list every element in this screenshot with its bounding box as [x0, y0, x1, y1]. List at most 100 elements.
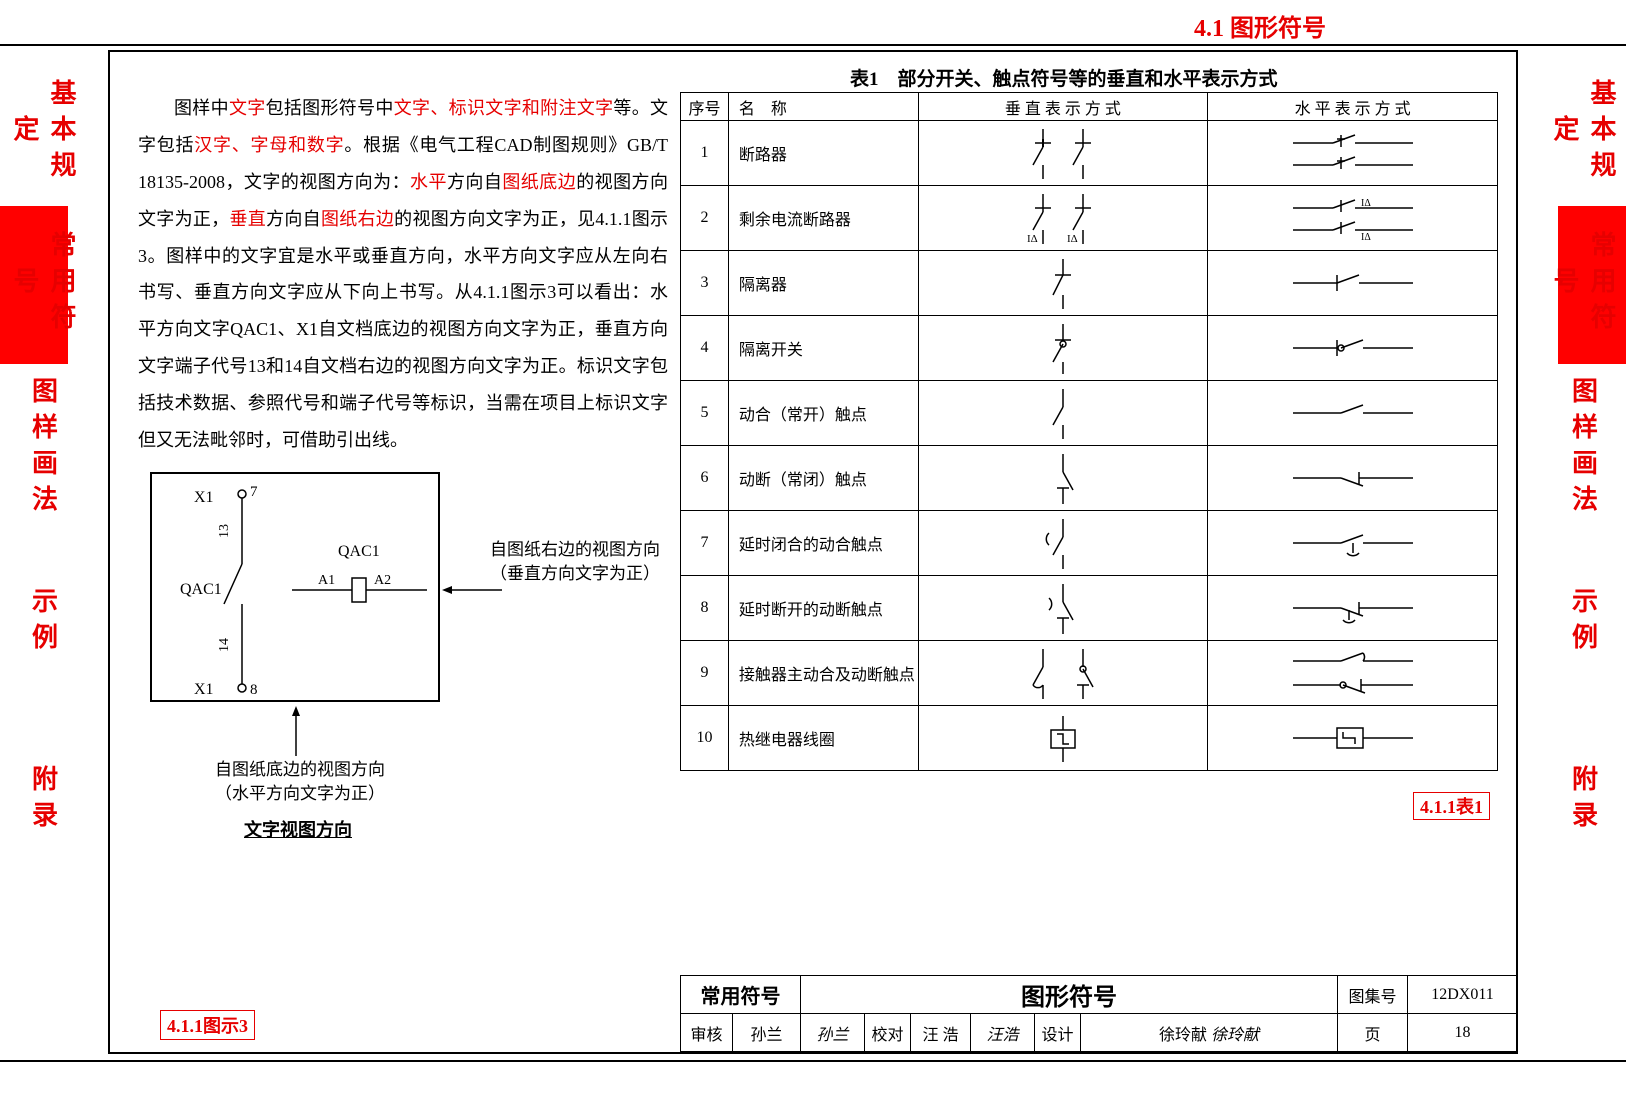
side-tab[interactable]: 图样画法 — [18, 364, 68, 534]
table-row: 6动断（常闭）触点 — [681, 446, 1498, 511]
cell-name: 延时闭合的动合触点 — [728, 511, 918, 576]
body-text: 图样中文字包括图形符号中文字、标识文字和附注文字等。文字包括汉字、字母和数字。根… — [138, 90, 668, 459]
table-title: 表1 部分开关、触点符号等的垂直和水平表示方式 — [850, 64, 1278, 91]
svg-text:14: 14 — [217, 638, 232, 652]
tb-set-label: 图集号 — [1338, 976, 1408, 1014]
svg-text:8: 8 — [250, 682, 258, 698]
cell-vertical-symbol — [918, 316, 1208, 381]
th-horizontal: 水 平 表 示 方 式 — [1208, 93, 1498, 121]
side-tab[interactable]: 常用符号 — [1558, 206, 1608, 364]
side-tab[interactable]: 附录 — [1558, 712, 1608, 890]
cell-horizontal-symbol — [1208, 446, 1498, 511]
cell-name: 隔离器 — [728, 251, 918, 316]
cell-horizontal-symbol — [1208, 121, 1498, 186]
tb-checker: 汪 浩 — [911, 1014, 971, 1052]
cell-idx: 10 — [681, 706, 729, 771]
cell-idx: 1 — [681, 121, 729, 186]
cell-horizontal-symbol — [1208, 706, 1498, 771]
cell-idx: 8 — [681, 576, 729, 641]
cell-vertical-symbol — [918, 381, 1208, 446]
cell-horizontal-symbol — [1208, 576, 1498, 641]
table-row: 4隔离开关 — [681, 316, 1498, 381]
cell-name: 剩余电流断路器 — [728, 186, 918, 251]
side-tab[interactable]: 基本规定 — [18, 60, 68, 206]
svg-text:X1: X1 — [194, 681, 214, 698]
svg-text:13: 13 — [217, 524, 232, 538]
cell-idx: 9 — [681, 641, 729, 706]
svg-text:A2: A2 — [374, 573, 391, 588]
side-tab[interactable]: 附录 — [18, 712, 68, 890]
cell-name: 动断（常闭）触点 — [728, 446, 918, 511]
table-row: 8延时断开的动断触点 — [681, 576, 1498, 641]
th-vertical: 垂 直 表 示 方 式 — [918, 93, 1208, 121]
th-name: 名 称 — [728, 93, 918, 121]
cell-idx: 3 — [681, 251, 729, 316]
svg-text:QAC1: QAC1 — [180, 581, 222, 598]
tb-review-label: 审核 — [681, 1014, 733, 1052]
tb-section: 常用符号 — [681, 976, 801, 1014]
cell-idx: 7 — [681, 511, 729, 576]
svg-text:IΔ: IΔ — [1361, 198, 1371, 209]
cell-vertical-symbol: IΔ IΔ — [918, 186, 1208, 251]
tb-check-label: 校对 — [865, 1014, 911, 1052]
table-row: 10热继电器线圈 — [681, 706, 1498, 771]
cell-name: 动合（常开）触点 — [728, 381, 918, 446]
cell-vertical-symbol — [918, 446, 1208, 511]
cell-vertical-symbol — [918, 576, 1208, 641]
symbol-table: 序号 名 称 垂 直 表 示 方 式 水 平 表 示 方 式 1断路器2剩余电流… — [680, 92, 1498, 771]
svg-text:IΔ: IΔ — [1361, 232, 1371, 243]
cell-vertical-symbol — [918, 121, 1208, 186]
cell-vertical-symbol — [918, 641, 1208, 706]
tb-checker-sig: 汪浩 — [971, 1014, 1035, 1052]
table-row: 3隔离器 — [681, 251, 1498, 316]
tb-page-label: 页 — [1338, 1014, 1408, 1052]
svg-text:IΔ: IΔ — [1027, 233, 1038, 245]
cell-horizontal-symbol — [1208, 511, 1498, 576]
cell-horizontal-symbol — [1208, 316, 1498, 381]
tb-title: 图形符号 — [801, 976, 1338, 1014]
cell-vertical-symbol — [918, 511, 1208, 576]
diagram-ref: 4.1.1图示3 — [160, 1010, 255, 1040]
svg-text:7: 7 — [250, 484, 258, 500]
title-block: 常用符号 图形符号 图集号 12DX011 审核 孙兰 孙兰 校对 汪 浩 汪浩… — [680, 975, 1518, 1052]
table-row: 9接触器主动合及动断触点 — [681, 641, 1498, 706]
cell-horizontal-symbol: IΔ IΔ — [1208, 186, 1498, 251]
diagram-caption: 文字视图方向 — [244, 816, 352, 842]
table-row: 1断路器 — [681, 121, 1498, 186]
side-tab[interactable]: 示例 — [1558, 534, 1608, 712]
diagram-note-bottom: 自图纸底边的视图方向 （水平方向文字为正） — [190, 758, 410, 806]
cell-horizontal-symbol — [1208, 641, 1498, 706]
side-tab[interactable]: 基本规定 — [1558, 60, 1608, 206]
text-direction-diagram: X1 7 13 QAC1 14 X1 8 QAC1 A1 A2 — [150, 472, 440, 702]
side-tabs-right: 基本规定常用符号图样画法示例附录 — [1558, 60, 1608, 1030]
cell-idx: 2 — [681, 186, 729, 251]
tb-reviewer-sig: 孙兰 — [801, 1014, 865, 1052]
th-idx: 序号 — [681, 93, 729, 121]
side-tab[interactable]: 常用符号 — [18, 206, 68, 364]
tb-designer: 徐玲献 徐玲献 — [1081, 1014, 1338, 1052]
svg-text:QAC1: QAC1 — [338, 543, 380, 560]
table-row: 5动合（常开）触点 — [681, 381, 1498, 446]
table-row: 7延时闭合的动合触点 — [681, 511, 1498, 576]
tb-set-no: 12DX011 — [1408, 976, 1518, 1014]
arrow-up — [286, 706, 306, 756]
side-tab[interactable]: 示例 — [18, 534, 68, 712]
cell-idx: 5 — [681, 381, 729, 446]
content-frame: 图样中文字包括图形符号中文字、标识文字和附注文字等。文字包括汉字、字母和数字。根… — [108, 50, 1518, 1054]
svg-text:IΔ: IΔ — [1067, 233, 1078, 245]
side-tab[interactable]: 图样画法 — [1558, 364, 1608, 534]
tb-page-no: 18 — [1408, 1014, 1518, 1052]
svg-text:A1: A1 — [318, 573, 335, 588]
cell-horizontal-symbol — [1208, 251, 1498, 316]
bottom-rule — [0, 1060, 1626, 1062]
svg-text:X1: X1 — [194, 489, 214, 506]
tb-design-label: 设计 — [1035, 1014, 1081, 1052]
cell-name: 热继电器线圈 — [728, 706, 918, 771]
cell-name: 断路器 — [728, 121, 918, 186]
cell-idx: 6 — [681, 446, 729, 511]
cell-vertical-symbol — [918, 706, 1208, 771]
side-tabs-left: 基本规定常用符号图样画法示例附录 — [18, 60, 68, 1030]
cell-name: 隔离开关 — [728, 316, 918, 381]
cell-horizontal-symbol — [1208, 381, 1498, 446]
cell-idx: 4 — [681, 316, 729, 381]
